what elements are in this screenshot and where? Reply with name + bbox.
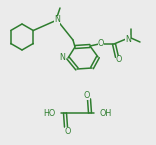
Text: O: O (65, 126, 71, 135)
Text: O: O (84, 90, 90, 99)
Text: N: N (59, 54, 65, 62)
Text: O: O (98, 39, 104, 48)
Text: N: N (54, 16, 60, 25)
Text: O: O (116, 56, 122, 65)
Text: N: N (125, 35, 131, 44)
Text: OH: OH (100, 108, 112, 117)
Text: HO: HO (43, 108, 55, 117)
